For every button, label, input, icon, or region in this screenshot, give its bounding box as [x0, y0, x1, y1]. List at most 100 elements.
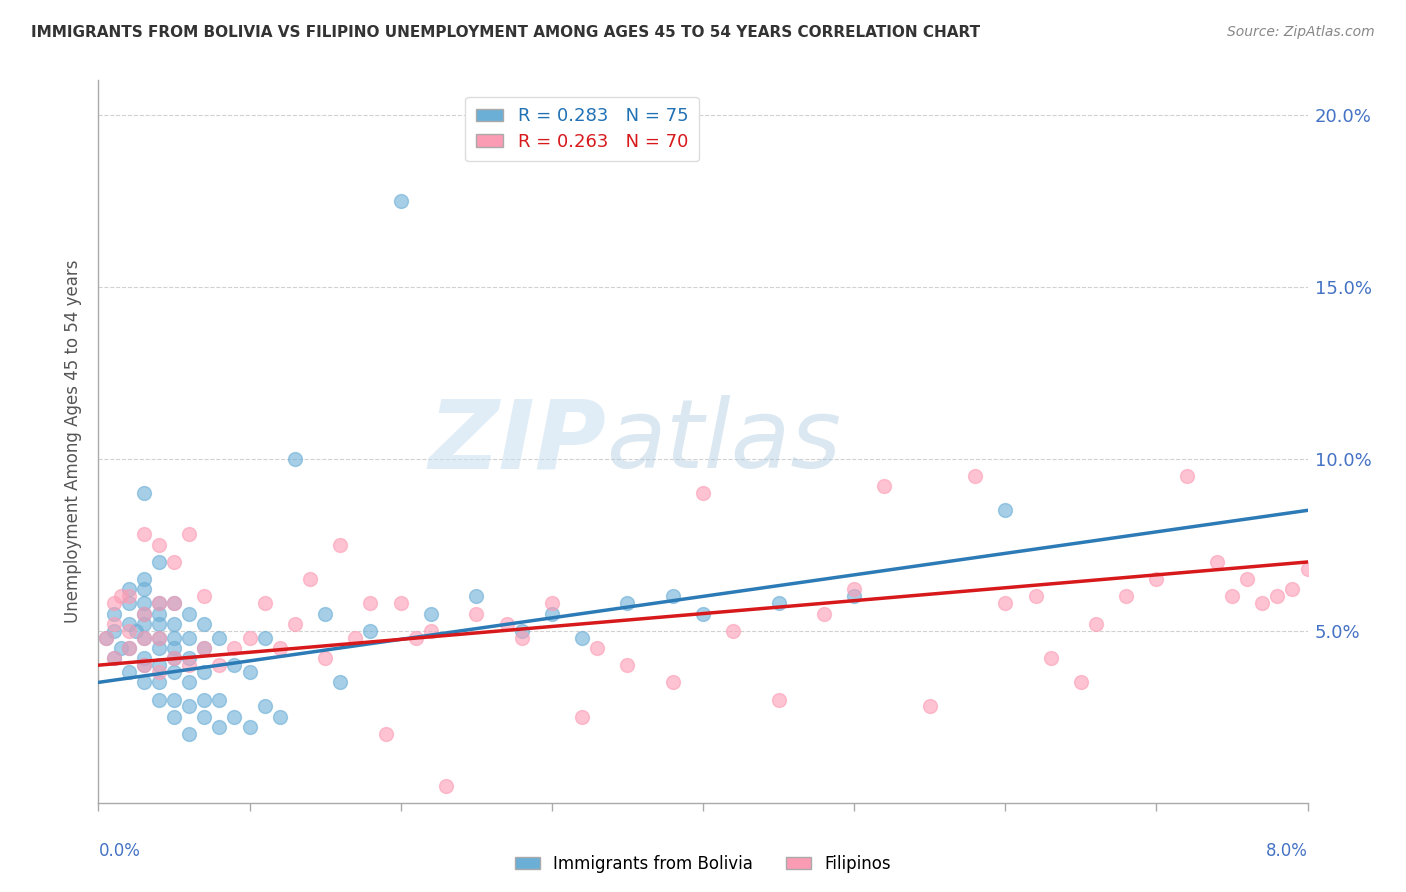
Point: [110, 640, 132, 655]
Point: [239, 631, 262, 645]
Point: [1296, 562, 1319, 576]
Point: [360, 624, 382, 638]
Point: [571, 710, 593, 724]
Point: [163, 665, 186, 679]
Point: [1281, 582, 1303, 597]
Point: [1220, 590, 1243, 604]
Point: [103, 607, 125, 621]
Point: [239, 720, 262, 734]
Point: [465, 607, 488, 621]
Text: atlas: atlas: [606, 395, 841, 488]
Point: [208, 720, 231, 734]
Point: [103, 596, 125, 610]
Point: [844, 582, 866, 597]
Point: [1251, 596, 1274, 610]
Point: [148, 538, 170, 552]
Point: [163, 631, 186, 645]
Point: [132, 651, 155, 665]
Point: [616, 596, 638, 610]
Point: [1025, 590, 1047, 604]
Point: [103, 624, 125, 638]
Point: [813, 607, 835, 621]
Point: [1267, 590, 1289, 604]
Point: [420, 624, 443, 638]
Point: [118, 624, 141, 638]
Point: [179, 527, 201, 541]
Text: 0.0%: 0.0%: [98, 842, 141, 860]
Point: [873, 479, 896, 493]
Point: [163, 616, 186, 631]
Point: [163, 596, 186, 610]
Point: [994, 596, 1017, 610]
Point: [193, 710, 215, 724]
Point: [118, 640, 141, 655]
Point: [148, 596, 170, 610]
Point: [434, 779, 457, 793]
Point: [193, 665, 215, 679]
Point: [132, 527, 155, 541]
Point: [193, 590, 215, 604]
Point: [208, 692, 231, 706]
Point: [994, 503, 1017, 517]
Text: ZIP: ZIP: [429, 395, 606, 488]
Point: [110, 590, 132, 604]
Point: [163, 651, 186, 665]
Point: [224, 658, 246, 673]
Point: [148, 675, 170, 690]
Point: [118, 582, 141, 597]
Point: [179, 651, 201, 665]
Point: [148, 631, 170, 645]
Point: [405, 631, 427, 645]
Point: [540, 607, 562, 621]
Point: [132, 572, 155, 586]
Point: [510, 624, 533, 638]
Point: [103, 651, 125, 665]
Point: [661, 675, 683, 690]
Point: [389, 194, 412, 208]
Point: [163, 651, 186, 665]
Point: [148, 607, 170, 621]
Point: [148, 658, 170, 673]
Point: [132, 658, 155, 673]
Point: [118, 596, 141, 610]
Point: [179, 699, 201, 714]
Point: [1146, 572, 1168, 586]
Point: [132, 582, 155, 597]
Point: [132, 596, 155, 610]
Text: Source: ZipAtlas.com: Source: ZipAtlas.com: [1227, 25, 1375, 39]
Point: [314, 651, 336, 665]
Point: [253, 631, 276, 645]
Point: [723, 624, 745, 638]
Point: [1175, 469, 1198, 483]
Point: [616, 658, 638, 673]
Point: [495, 616, 517, 631]
Point: [193, 616, 215, 631]
Point: [148, 616, 170, 631]
Point: [163, 640, 186, 655]
Point: [314, 607, 336, 621]
Point: [208, 631, 231, 645]
Point: [329, 675, 352, 690]
Point: [193, 692, 215, 706]
Point: [1236, 572, 1258, 586]
Point: [103, 651, 125, 665]
Point: [118, 616, 141, 631]
Point: [284, 451, 307, 466]
Point: [103, 616, 125, 631]
Point: [253, 699, 276, 714]
Point: [1085, 616, 1108, 631]
Point: [118, 640, 141, 655]
Point: [360, 596, 382, 610]
Point: [148, 692, 170, 706]
Legend: R = 0.283   N = 75, R = 0.263   N = 70: R = 0.283 N = 75, R = 0.263 N = 70: [465, 96, 699, 161]
Point: [768, 692, 790, 706]
Point: [269, 710, 291, 724]
Point: [253, 596, 276, 610]
Point: [163, 710, 186, 724]
Point: [586, 640, 609, 655]
Point: [132, 616, 155, 631]
Point: [179, 675, 201, 690]
Point: [239, 665, 262, 679]
Point: [148, 665, 170, 679]
Point: [1206, 555, 1229, 569]
